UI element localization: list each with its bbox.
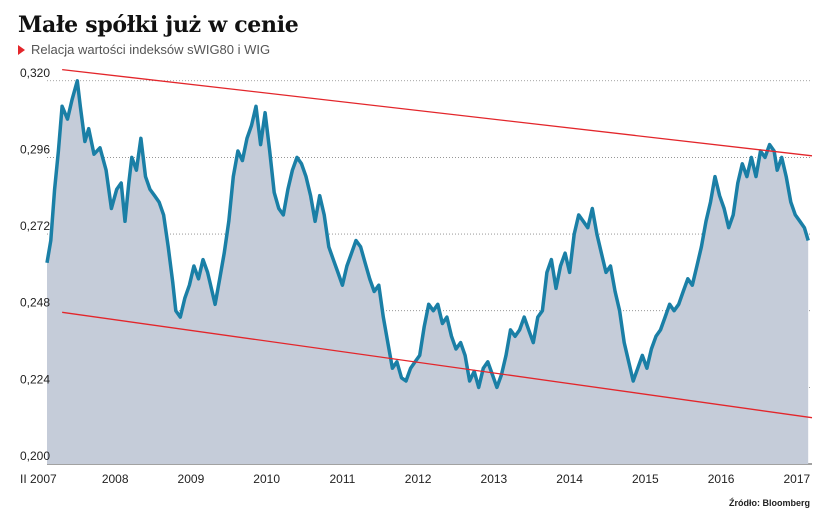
x-tick-label: II 2007	[20, 472, 57, 486]
x-tick-label: 2009	[178, 472, 205, 486]
x-tick-label: 2010	[253, 472, 280, 486]
x-tick-label: 2011	[329, 472, 355, 486]
trend-line	[62, 311, 813, 419]
x-tick-label: 2012	[405, 472, 432, 486]
subtitle-text: Relacja wartości indeksów sWIG80 i WIG	[31, 42, 271, 57]
x-tick-label: 2014	[556, 472, 583, 486]
chart-subtitle: Relacja wartości indeksów sWIG80 i WIG	[18, 42, 270, 57]
y-tick-label: 0,200	[20, 449, 50, 463]
y-axis-ticks: 0,320 0,296 0,272 0,248 0,224 0,200	[20, 66, 50, 463]
source-label: Źródło: Bloomberg	[729, 498, 810, 508]
x-tick-label: 2013	[481, 472, 508, 486]
x-tick-label: 2017	[783, 472, 810, 486]
trend-line	[62, 68, 813, 157]
x-axis-ticks: II 2007 2008 2009 2010 2011 2012 2013 2014 2015 2…	[20, 472, 811, 486]
y-tick-label: 0,296	[20, 142, 50, 156]
triangle-marker-icon	[18, 44, 25, 55]
y-tick-label: 0,248	[20, 296, 50, 310]
trend-lines	[62, 68, 813, 419]
series-line	[45, 79, 810, 390]
y-tick-label: 0,320	[20, 66, 50, 80]
x-tick-label: 2016	[708, 472, 735, 486]
y-tick-label: 0,224	[20, 372, 50, 386]
x-tick-label: 2008	[102, 472, 129, 486]
y-tick-label: 0,272	[20, 219, 50, 233]
x-tick-label: 2015	[632, 472, 659, 486]
chart-title: Małe spółki już w cenie	[18, 12, 299, 38]
series-area	[47, 80, 809, 465]
